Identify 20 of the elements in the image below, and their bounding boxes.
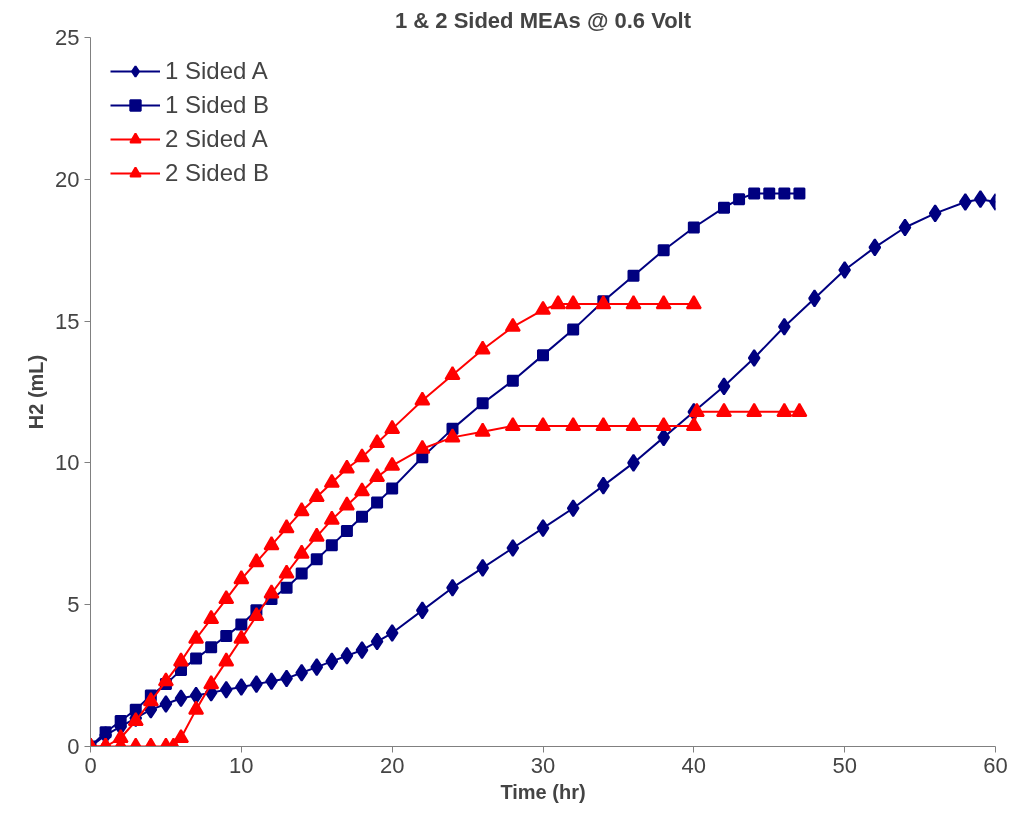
y-tick-label: 25 [55,25,80,50]
x-tick-label: 50 [832,752,857,778]
y-tick-label: 0 [67,734,80,759]
x-tick-label: 30 [530,752,556,778]
legend-label: 1 Sided A [165,57,268,85]
x-tick-label: 60 [983,752,1008,778]
x-tick-label: 0 [84,752,97,778]
x-axis-title: Time (hr) [500,780,586,803]
y-tick-label: 5 [67,592,80,618]
legend-label: 1 Sided B [165,91,270,119]
x-tick-label: 20 [379,752,405,778]
y-tick-label: 10 [55,450,80,476]
y-tick-label: 15 [55,308,80,334]
y-tick-label: 20 [55,166,80,192]
legend-label: 2 Sided B [165,159,270,187]
y-axis-title: H2 (mL) [25,354,48,430]
legend-label: 2 Sided A [165,125,268,153]
x-tick-label: 10 [229,752,254,778]
x-tick-label: 40 [681,752,707,778]
chart-title: 1 & 2 Sided MEAs @ 0.6 Volt [394,7,692,33]
